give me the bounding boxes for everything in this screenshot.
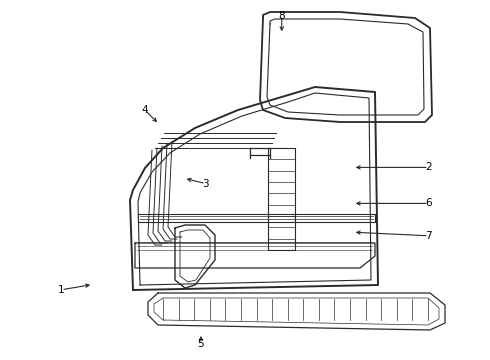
Text: 7: 7 bbox=[425, 231, 432, 241]
Text: 3: 3 bbox=[202, 179, 209, 189]
Text: 8: 8 bbox=[278, 11, 285, 21]
Text: 5: 5 bbox=[197, 339, 204, 349]
Text: 1: 1 bbox=[58, 285, 65, 295]
Text: 2: 2 bbox=[425, 162, 432, 172]
Text: 6: 6 bbox=[425, 198, 432, 208]
Text: 4: 4 bbox=[141, 105, 148, 115]
